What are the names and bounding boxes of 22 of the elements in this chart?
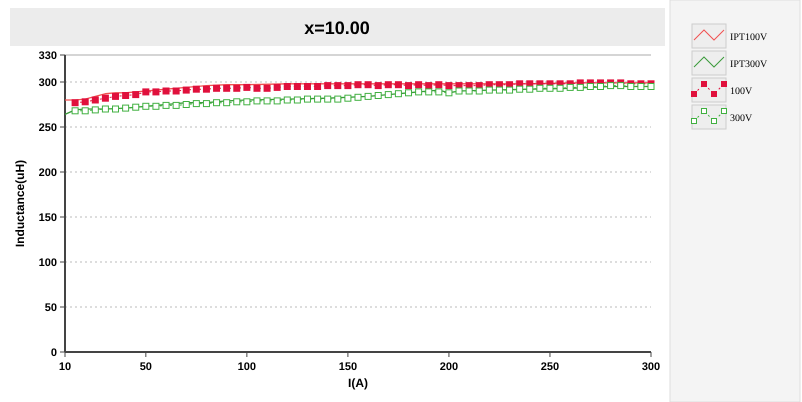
y-tick-label: 200 bbox=[38, 167, 57, 179]
legend-label: IPT300V bbox=[730, 59, 768, 70]
x-tick-label: 200 bbox=[440, 361, 458, 373]
y-tick-label: 100 bbox=[38, 257, 57, 269]
x-tick-label: 250 bbox=[540, 361, 560, 373]
y-tick-label: 50 bbox=[44, 302, 57, 314]
legend-label: 300V bbox=[730, 113, 753, 124]
x-tick-label: 10 bbox=[58, 361, 72, 373]
legend-label: IPT100V bbox=[730, 32, 768, 43]
x-tick-label: 50 bbox=[140, 361, 152, 373]
x-tick-label: 150 bbox=[338, 361, 358, 373]
chart-title: x=10.00 bbox=[304, 18, 370, 38]
x-tick-label: 300 bbox=[642, 361, 660, 373]
x-axis-title: I(A) bbox=[348, 376, 368, 390]
legend-label: 100V bbox=[730, 86, 753, 97]
y-tick-label: 300 bbox=[38, 77, 57, 89]
y-tick-label: 150 bbox=[38, 212, 57, 224]
x-tick-label: 100 bbox=[238, 361, 256, 373]
y-axis-title: Inductance(uH) bbox=[13, 160, 27, 248]
y-tick-label: 0 bbox=[50, 347, 57, 359]
y-tick-label: 330 bbox=[38, 50, 57, 62]
y-tick-label: 250 bbox=[38, 122, 57, 134]
